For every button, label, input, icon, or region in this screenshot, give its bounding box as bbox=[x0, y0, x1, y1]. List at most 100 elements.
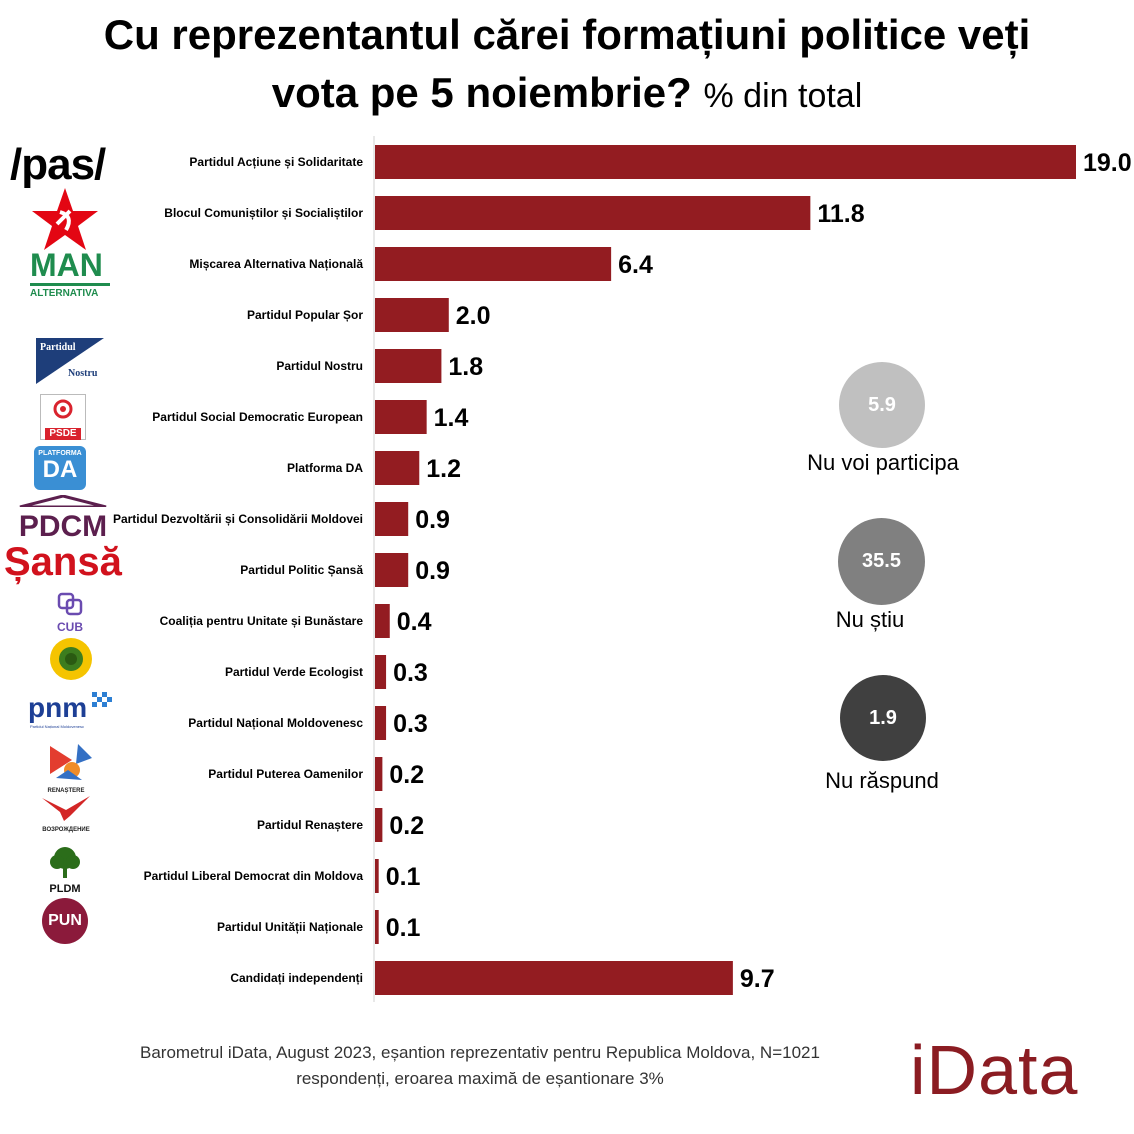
platforma-da-logo: PLATFORMA DA bbox=[34, 446, 86, 490]
pdcm-roof-icon bbox=[19, 494, 107, 509]
value-label: 0.2 bbox=[389, 761, 424, 789]
pnm-pixel-icon bbox=[92, 692, 112, 707]
category-label: Partidul Verde Ecologist bbox=[225, 665, 363, 679]
pnm-logo-subtext: Partidul Național Moldovenesc bbox=[30, 724, 85, 729]
label-nu-voi-participa: Nu voi participa bbox=[807, 450, 959, 475]
source-footnote: Barometrul iData, August 2023, eșantion … bbox=[60, 1040, 900, 1092]
renastere-logo-bottom: ВОЗРОЖДЕНИЕ bbox=[42, 827, 90, 833]
value-label: 1.8 bbox=[448, 353, 483, 381]
category-label: Platforma DA bbox=[287, 461, 363, 475]
pas-logo-text: /pas/ bbox=[10, 140, 106, 189]
renastere-logo: RENAȘTERE ВОЗРОЖДЕНИЕ bbox=[36, 788, 96, 836]
sunflower-icon bbox=[50, 638, 92, 680]
category-label: Blocul Comuniștilor și Socialiștilor bbox=[164, 206, 363, 220]
circle-nu-raspund: 1.9 bbox=[840, 675, 926, 761]
nostru-shape-icon bbox=[36, 338, 104, 384]
title-line-2: vota pe 5 noiembrie? % din total bbox=[0, 64, 1134, 125]
bar bbox=[375, 859, 379, 893]
pun-logo: PUN bbox=[42, 898, 88, 944]
footnote-line-1: Barometrul iData, August 2023, eșantion … bbox=[140, 1043, 820, 1062]
circle-value: 1.9 bbox=[869, 706, 897, 729]
category-label: Coaliția pentru Unitate și Bunăstare bbox=[160, 614, 364, 628]
cub-logo-text: CUB bbox=[57, 620, 83, 634]
cub-squares-icon bbox=[57, 592, 83, 616]
red-star-icon bbox=[32, 188, 98, 250]
man-logo: MAN ALTERNATIVA bbox=[30, 248, 110, 300]
verde-ecologist-logo bbox=[48, 636, 94, 682]
cub-logo: CUB bbox=[52, 592, 88, 634]
value-label: 0.1 bbox=[386, 914, 421, 942]
pas-logo: /pas/ bbox=[10, 140, 135, 190]
value-label: 19.0 bbox=[1083, 149, 1132, 177]
category-label: Partidul Acțiune și Solidaritate bbox=[189, 155, 363, 169]
label-nu-raspund: Nu răspund bbox=[825, 768, 939, 793]
category-label: Partidul Renaștere bbox=[257, 818, 363, 832]
category-label: Partidul Politic Șansă bbox=[240, 563, 363, 577]
platforma-da-top: PLATFORMA bbox=[38, 450, 82, 457]
value-label: 1.4 bbox=[434, 404, 469, 432]
circle-nu-stiu: 35.5 bbox=[838, 518, 925, 605]
value-label: 0.1 bbox=[386, 863, 421, 891]
chart-title: Cu reprezentantul cărei formațiuni polit… bbox=[0, 6, 1134, 125]
idata-logo: iData bbox=[910, 1031, 1079, 1109]
footnote-line-2: respondenți, eroarea maximă de eșantiona… bbox=[296, 1069, 664, 1088]
value-label: 0.9 bbox=[415, 557, 450, 585]
title-unit: % din total bbox=[703, 77, 863, 115]
bar bbox=[375, 604, 390, 638]
pnm-logo-text: pnm bbox=[28, 692, 88, 723]
category-label: Partidul Popular Șor bbox=[247, 308, 363, 322]
platforma-da-text: DA bbox=[42, 456, 78, 483]
nostru-logo: Partidul Nostru bbox=[36, 338, 104, 384]
category-label: Partidul Liberal Democrat din Moldova bbox=[144, 869, 364, 883]
value-label: 1.2 bbox=[426, 455, 461, 483]
nostru-logo-top: Partidul bbox=[40, 342, 76, 353]
category-label: Mișcarea Alternativa Națională bbox=[189, 257, 363, 271]
nostru-logo-bottom: Nostru bbox=[68, 368, 98, 379]
category-label: Partidul Național Moldovenesc bbox=[188, 716, 363, 730]
puterea-oamenilor-logo bbox=[42, 740, 98, 784]
bar bbox=[375, 553, 409, 587]
category-label: Partidul Dezvoltării și Consolidării Mol… bbox=[113, 512, 363, 526]
value-label: 0.2 bbox=[389, 812, 424, 840]
circle-value: 5.9 bbox=[868, 393, 896, 416]
bar bbox=[375, 298, 449, 332]
value-label: 0.4 bbox=[397, 608, 432, 636]
bar bbox=[375, 502, 409, 536]
value-label: 0.3 bbox=[393, 659, 428, 687]
pun-logo-text: PUN bbox=[48, 912, 82, 929]
bar bbox=[375, 247, 612, 281]
puterea-oamenilor-icon bbox=[50, 744, 92, 780]
man-logo-subtext: ALTERNATIVA bbox=[30, 288, 99, 299]
psde-logo: PSDE bbox=[40, 394, 86, 440]
category-label: Partidul Puterea Oamenilor bbox=[208, 767, 363, 781]
tree-icon bbox=[50, 847, 80, 878]
bar bbox=[375, 655, 387, 689]
circle-value: 35.5 bbox=[862, 550, 901, 572]
sansa-logo-text: Șansă bbox=[4, 540, 122, 584]
value-label: 11.8 bbox=[817, 200, 864, 228]
value-label: 9.7 bbox=[740, 965, 775, 993]
category-label: Partidul Nostru bbox=[276, 359, 363, 373]
bar bbox=[375, 808, 383, 842]
pdcm-logo: PDCM bbox=[16, 494, 110, 542]
bar bbox=[375, 349, 442, 383]
value-label: 6.4 bbox=[618, 251, 653, 279]
value-label: 2.0 bbox=[456, 302, 491, 330]
title-question: vota pe 5 noiembrie? bbox=[271, 69, 692, 116]
pldm-logo: PLDM bbox=[44, 846, 86, 895]
label-nu-stiu: Nu știu bbox=[835, 607, 905, 632]
bar bbox=[375, 196, 811, 230]
value-label: 0.9 bbox=[415, 506, 450, 534]
pnm-logo: pnm Partidul Național Moldovenesc bbox=[28, 692, 114, 732]
category-label: Partidul Social Democratic European bbox=[152, 410, 363, 424]
psde-logo-text: PSDE bbox=[45, 428, 81, 440]
title-line-1: Cu reprezentantul cărei formațiuni polit… bbox=[103, 11, 1031, 58]
circle-nu-voi-participa: 5.9 bbox=[839, 362, 925, 448]
sansa-logo: Șansă bbox=[4, 540, 122, 586]
category-label: Partidul Unității Naționale bbox=[217, 920, 363, 934]
man-logo-text: MAN bbox=[30, 247, 103, 283]
bar bbox=[375, 400, 427, 434]
renastere-logo-top: RENAȘTERE bbox=[47, 788, 85, 794]
bar bbox=[375, 451, 420, 485]
